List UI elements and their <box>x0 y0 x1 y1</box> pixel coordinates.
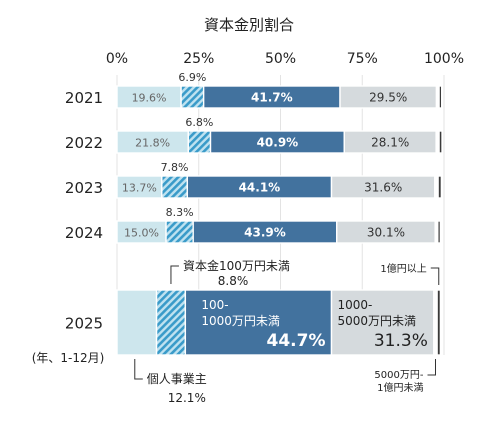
annotation-label: 5000万円- <box>374 370 423 381</box>
annotation-label: 5000万円未満 <box>338 314 417 328</box>
annotation-label: 個人事業主 <box>147 372 207 386</box>
data-label: 43.9% <box>244 226 286 240</box>
data-label: 8.3% <box>166 206 194 219</box>
data-label: 21.8% <box>135 137 170 150</box>
annotation-value: 44.7% <box>267 331 326 351</box>
data-label: 7.8% <box>161 161 189 174</box>
bar-over_100m <box>438 130 443 154</box>
data-label: 28.1% <box>371 136 409 150</box>
annotation-line <box>430 267 440 285</box>
bar-1m_10m <box>184 289 333 356</box>
category-label: 2022 <box>65 134 103 152</box>
annotation-label: 1000万円未満 <box>201 314 280 328</box>
bar-under_1m <box>187 130 212 154</box>
x-tick-label: 25% <box>183 51 214 67</box>
bar-over_100m <box>437 220 442 244</box>
data-label: 30.1% <box>367 226 405 240</box>
x-tick-label: 50% <box>265 51 296 67</box>
y-note: (年、1-12月) <box>32 351 105 365</box>
bar-over_100m <box>438 85 443 109</box>
annotation-line <box>427 359 436 376</box>
x-tick-label: 75% <box>347 51 378 67</box>
data-label: 13.7% <box>122 182 157 195</box>
annotation-value: 12.1% <box>168 391 206 405</box>
annotation-value: 8.8% <box>218 274 249 288</box>
data-label: 40.9% <box>257 136 299 150</box>
x-tick-label: 100% <box>424 51 464 67</box>
bar-over_100m <box>436 289 442 356</box>
category-label: 2025 <box>65 315 103 333</box>
bar-under_1m <box>165 220 194 244</box>
bar-over_100m <box>437 175 443 199</box>
annotation-line <box>170 265 179 284</box>
data-label: 15.0% <box>124 227 159 240</box>
annotation-label: 1億円以上 <box>380 262 426 275</box>
bar-under_1m <box>180 85 205 109</box>
x-tick-label: 0% <box>106 51 128 67</box>
annotation-value: 31.3% <box>374 331 428 351</box>
annotation-label: 1000- <box>338 298 373 312</box>
annotation-line <box>134 359 143 380</box>
category-label: 2021 <box>65 89 103 107</box>
data-label: 41.7% <box>251 91 293 105</box>
annotation-label: 100- <box>201 298 228 312</box>
data-label: 31.6% <box>364 181 402 195</box>
category-label: 2023 <box>65 179 103 197</box>
data-label: 6.8% <box>185 116 213 129</box>
annotation-label: 1億円未満 <box>377 381 423 394</box>
data-label: 29.5% <box>369 91 407 105</box>
bar-individual <box>116 289 158 356</box>
bar-under_1m <box>161 175 189 199</box>
data-label: 6.9% <box>178 71 206 84</box>
category-label: 2024 <box>65 224 103 242</box>
data-label: 44.1% <box>239 181 281 195</box>
data-label: 19.6% <box>132 92 167 105</box>
bar-under_1m <box>155 289 187 356</box>
annotation-label: 資本金100万円未満 <box>183 258 290 273</box>
bar-10m_50m <box>330 289 435 356</box>
chart-title: 資本金別割合 <box>204 16 294 34</box>
